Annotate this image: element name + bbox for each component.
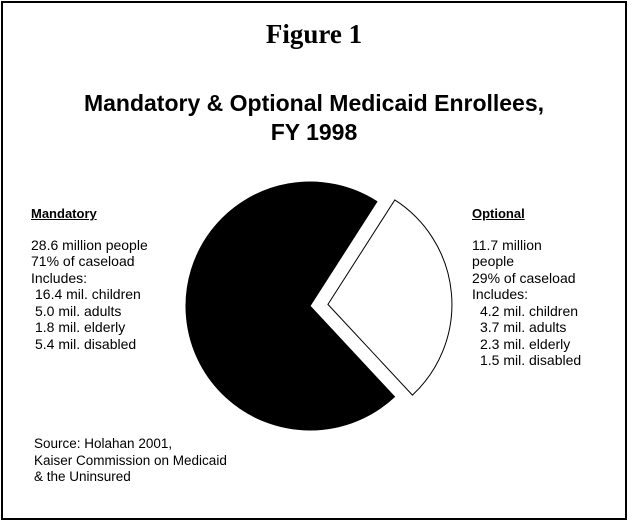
mandatory-heading: Mandatory (31, 206, 97, 221)
optional-legend: Optional 11.7 million people 29% of case… (472, 206, 581, 369)
mandatory-disabled: 5.4 mil. disabled (35, 335, 137, 352)
pie-slice-mandatory (185, 181, 396, 431)
source-note: Source: Holahan 2001, Kaiser Commission … (34, 436, 227, 486)
chart-title: Mandatory & Optional Medicaid Enrollees,… (3, 89, 625, 147)
mandatory-legend: Mandatory 28.6 million people 71% of cas… (31, 206, 148, 352)
mandatory-elderly: 1.8 mil. elderly (35, 319, 126, 335)
chart-title-line-1: Mandatory & Optional Medicaid Enrollees, (83, 90, 545, 116)
optional-elderly: 2.3 mil. elderly (480, 335, 571, 352)
optional-people-cont: people (472, 253, 515, 269)
optional-children: 4.2 mil. children (480, 302, 579, 319)
optional-includes-label: Includes: (472, 286, 529, 302)
optional-adults: 3.7 mil. adults (480, 319, 567, 335)
mandatory-children: 16.4 mil. children (35, 286, 141, 302)
pie-slice-optional (327, 199, 453, 396)
mandatory-includes-label: Includes: (31, 269, 88, 286)
figure-label: Figure 1 (265, 19, 363, 49)
optional-share: 29% of caseload (472, 269, 576, 286)
source-line-1: Source: Holahan 2001, (34, 436, 173, 451)
mandatory-share: 71% of caseload (31, 253, 135, 269)
source-line-3: & the Uninsured (34, 469, 131, 484)
mandatory-people: 28.6 million people (31, 236, 148, 253)
mandatory-adults: 5.0 mil. adults (35, 302, 122, 319)
source-line-2: Kaiser Commission on Medicaid (34, 452, 227, 468)
optional-heading: Optional (472, 206, 525, 221)
optional-people: 11.7 million (472, 236, 542, 253)
optional-disabled: 1.5 mil. disabled (480, 352, 582, 368)
chart-title-line-2: FY 1998 (270, 119, 358, 145)
